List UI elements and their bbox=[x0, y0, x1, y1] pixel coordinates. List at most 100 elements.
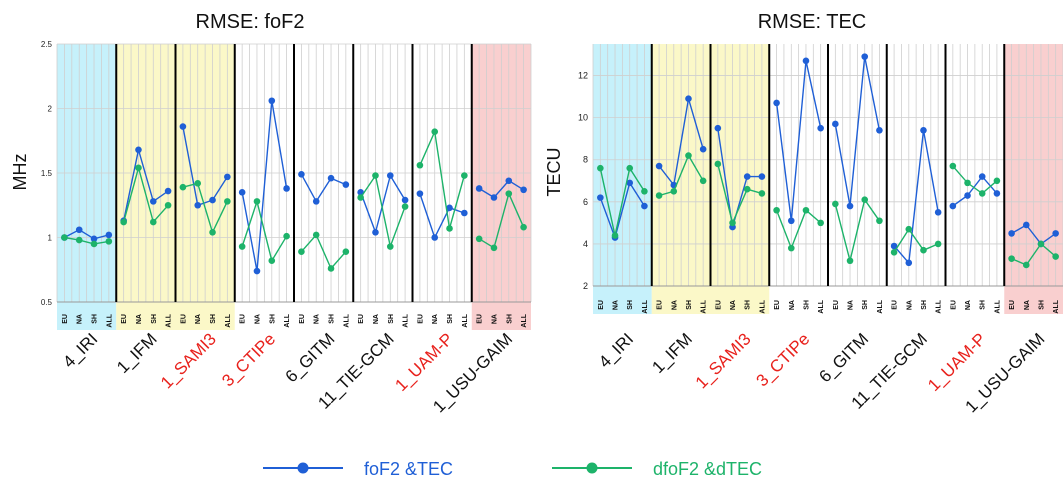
data-point bbox=[699, 177, 707, 185]
series-line bbox=[893, 227, 939, 253]
group-label: 6_GITM bbox=[282, 329, 339, 386]
x-subcategory-label: ALL bbox=[994, 299, 1001, 313]
series-line bbox=[599, 166, 645, 236]
x-subcategory-label: EU bbox=[892, 300, 899, 310]
series-line bbox=[775, 60, 822, 221]
x-subcategory-label: EU bbox=[62, 314, 69, 324]
data-point bbox=[386, 172, 394, 179]
group-label: 4_IRI bbox=[59, 329, 101, 371]
data-point bbox=[238, 243, 246, 250]
group-label: 6_GITM bbox=[815, 329, 872, 386]
series-line bbox=[360, 173, 406, 250]
data-point bbox=[685, 152, 692, 159]
data-point bbox=[1052, 253, 1059, 260]
x-subcategory-label: ALL bbox=[1053, 299, 1060, 313]
data-point bbox=[978, 173, 986, 180]
data-point bbox=[490, 194, 498, 201]
data-point bbox=[105, 238, 113, 245]
data-point bbox=[890, 242, 898, 250]
data-point bbox=[993, 177, 1001, 185]
data-point bbox=[298, 170, 305, 178]
data-point bbox=[655, 162, 663, 170]
data-point bbox=[431, 234, 439, 241]
data-point bbox=[993, 190, 1001, 197]
legend-label-series1: foF2 &TEC bbox=[364, 459, 453, 479]
data-point bbox=[699, 145, 707, 153]
data-point bbox=[978, 190, 986, 197]
data-point bbox=[817, 124, 824, 132]
group-label: 1_IFM bbox=[113, 329, 161, 377]
x-subcategory-label: SH bbox=[862, 300, 869, 310]
x-subcategory-label: ALL bbox=[106, 313, 113, 327]
group-label: 1_SAMI3 bbox=[157, 329, 220, 392]
series-line bbox=[952, 175, 998, 207]
x-subcategory-label: EU bbox=[657, 300, 664, 310]
x-subcategory-label: ALL bbox=[521, 313, 528, 327]
series-line bbox=[64, 236, 109, 245]
x-subcategory-label: ALL bbox=[701, 299, 708, 313]
data-point bbox=[641, 202, 648, 210]
x-subcategory-label: EU bbox=[833, 300, 840, 310]
data-point bbox=[920, 246, 927, 254]
chart-title-tec: RMSE: TEC bbox=[758, 11, 867, 33]
data-point bbox=[876, 126, 883, 134]
x-subcategory-label: EU bbox=[299, 314, 306, 324]
data-point bbox=[312, 231, 320, 239]
data-point bbox=[505, 177, 513, 185]
data-point bbox=[357, 194, 364, 201]
series-line bbox=[952, 165, 998, 195]
series-line bbox=[64, 228, 109, 240]
x-subcategory-label: SH bbox=[921, 300, 928, 310]
x-subcategory-label: SH bbox=[329, 314, 336, 324]
series-line bbox=[1011, 242, 1057, 266]
x-subcategory-label: NA bbox=[906, 300, 913, 310]
y-axis-label-tec: TECU bbox=[544, 148, 564, 197]
data-point bbox=[75, 236, 83, 244]
x-subcategory-label: EU bbox=[240, 314, 247, 324]
data-point bbox=[714, 160, 722, 168]
x-subcategory-label: EU bbox=[358, 314, 365, 324]
data-point bbox=[905, 259, 913, 267]
x-subcategory-label: SH bbox=[151, 314, 158, 324]
x-subcategory-label: EU bbox=[1009, 300, 1016, 310]
data-point bbox=[298, 248, 305, 255]
group-label: 3_CTIPe bbox=[753, 329, 814, 390]
chart-title-fof2: RMSE: foF2 bbox=[196, 11, 305, 33]
data-point bbox=[685, 95, 692, 103]
data-point bbox=[149, 218, 157, 226]
data-point bbox=[1008, 255, 1015, 262]
x-subcategory-label: NA bbox=[1024, 300, 1031, 310]
data-point bbox=[224, 173, 231, 181]
y-tick-label: 2 bbox=[583, 281, 588, 291]
data-point bbox=[90, 235, 98, 243]
x-subcategory-label: EU bbox=[715, 300, 722, 310]
series-line bbox=[182, 126, 228, 207]
legend: foF2 &TEC dfoF2 &dTEC bbox=[263, 459, 762, 479]
data-point bbox=[327, 174, 335, 182]
data-point bbox=[876, 217, 883, 225]
data-point bbox=[846, 202, 854, 210]
data-point bbox=[1008, 230, 1015, 237]
data-point bbox=[1037, 240, 1045, 248]
legend-item-series1: foF2 &TEC bbox=[263, 459, 453, 479]
x-subcategory-label: NA bbox=[77, 314, 84, 324]
data-point bbox=[253, 267, 261, 275]
data-point bbox=[461, 172, 468, 179]
data-point bbox=[327, 265, 335, 272]
series-line bbox=[241, 100, 288, 272]
data-point bbox=[520, 186, 527, 194]
series-line bbox=[717, 128, 762, 228]
x-subcategory-label: SH bbox=[447, 314, 454, 324]
x-subcategory-label: NA bbox=[789, 300, 796, 310]
x-subcategory-label: NA bbox=[613, 300, 620, 310]
data-point bbox=[626, 164, 634, 172]
y-tick-label: 6 bbox=[583, 197, 588, 207]
data-point bbox=[934, 240, 942, 248]
data-point bbox=[743, 185, 751, 193]
data-point bbox=[446, 225, 453, 232]
x-subcategory-label: NA bbox=[373, 314, 380, 324]
data-point bbox=[75, 226, 83, 234]
data-point bbox=[90, 240, 98, 248]
x-subcategory-label: EU bbox=[950, 300, 957, 310]
